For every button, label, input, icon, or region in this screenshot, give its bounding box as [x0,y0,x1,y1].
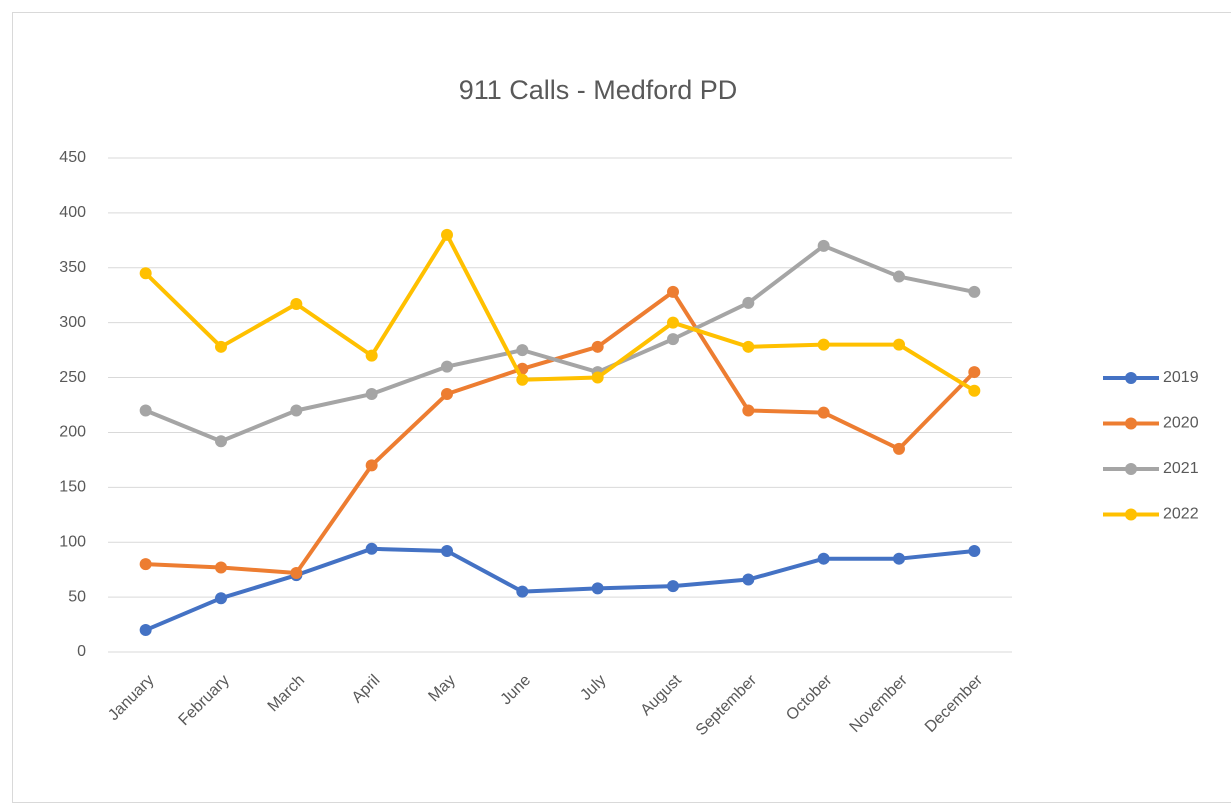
data-point [139,404,152,417]
legend-marker [1125,417,1137,430]
data-point [290,566,303,579]
data-point [817,552,830,565]
legend-marker [1125,372,1137,384]
data-point [139,624,152,637]
chart-title: 911 Calls - Medford PD [459,75,738,105]
series-line [144,232,976,393]
data-point [817,338,830,351]
data-point [817,406,830,419]
data-point [215,561,227,574]
data-point [742,404,755,417]
data-point [516,344,529,357]
y-tick-label: 350 [59,259,86,276]
data-point [968,545,981,558]
data-point [968,366,981,379]
legend-label: 2019 [1163,369,1199,386]
y-tick-label: 450 [59,149,86,166]
data-point [667,285,679,298]
chart-frame [12,12,1231,803]
y-tick-label: 400 [59,204,86,221]
data-point [215,435,227,448]
data-point [365,349,378,362]
data-point [591,340,604,353]
data-point [441,545,453,558]
y-tick-label: 100 [59,533,86,550]
data-point [290,404,303,417]
data-point [365,388,378,401]
data-point [968,285,981,298]
legend-marker [1125,508,1137,521]
series-line [144,546,975,632]
data-point [893,338,905,351]
data-point [441,360,453,373]
y-tick-label: 300 [59,314,86,331]
data-point [365,459,378,472]
y-tick-label: 250 [59,369,86,386]
data-point [893,270,905,283]
data-point [365,542,378,555]
data-point [817,239,830,252]
data-point [516,585,529,598]
data-point [893,552,905,565]
data-point [667,333,679,346]
data-point [591,371,604,384]
data-point [742,573,755,586]
data-point [441,228,453,241]
data-point [742,340,755,353]
data-point [290,298,303,311]
legend-label: 2021 [1163,460,1199,477]
data-point [139,267,152,280]
legend-label: 2022 [1163,506,1199,523]
data-point [215,340,227,353]
data-point [667,316,679,329]
y-tick-label: 200 [59,424,86,441]
data-point [742,296,755,309]
data-point [591,582,604,595]
series-line [145,289,976,575]
data-point [441,388,453,401]
legend-label: 2020 [1163,415,1199,432]
series-line [144,243,975,444]
data-point [215,592,227,605]
data-point [516,373,529,386]
data-point [667,580,679,593]
y-tick-label: 150 [59,479,86,496]
legend-marker [1125,463,1137,475]
y-tick-label: 0 [77,643,86,660]
data-point [968,384,981,397]
y-tick-label: 50 [68,588,86,605]
data-point [139,558,152,571]
data-point [893,442,905,455]
